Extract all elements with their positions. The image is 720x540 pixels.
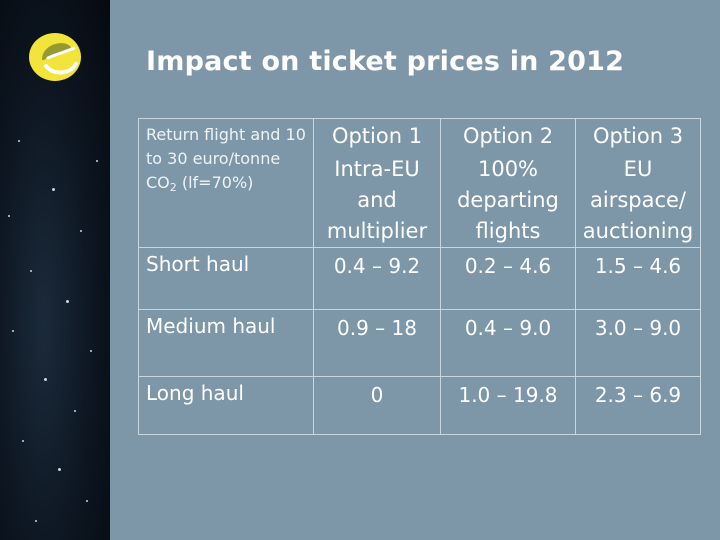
page-title: Impact on ticket prices in 2012: [146, 46, 625, 77]
table-cell: 0.4 – 9.2: [313, 247, 441, 310]
option-3-header: Option 3 EU airspace/ auctioning: [575, 118, 701, 248]
option-desc-line: Intra-EU: [334, 157, 420, 181]
row-label: Short haul: [138, 247, 314, 310]
option-name: Option 2: [462, 124, 554, 148]
option-2-header: Option 2 100% departing flights: [440, 118, 576, 248]
header-label-co2: CO: [146, 173, 170, 192]
option-desc-line: departing: [457, 188, 559, 212]
option-desc-line: EU: [623, 157, 653, 181]
option-name: Option 1: [331, 124, 423, 148]
header-label-subscript: 2: [169, 181, 177, 194]
row-label: Long haul: [138, 376, 314, 435]
header-label-tail: (lf=70%): [176, 173, 254, 192]
option-desc-line: airspace/: [589, 188, 687, 212]
table-row-short-haul: Short haul 0.4 – 9.2 0.2 – 4.6 1.5 – 4.6: [138, 247, 701, 310]
header-label-cell: Return flight and 10 to 30 euro/tonne CO…: [138, 118, 314, 248]
table-cell: 0.4 – 9.0: [440, 309, 576, 377]
table-cell: 0.9 – 18: [313, 309, 441, 377]
option-1-header: Option 1 Intra-EU and multiplier: [313, 118, 441, 248]
table-cell: 1.0 – 19.8: [440, 376, 576, 435]
table-cell: 0: [313, 376, 441, 435]
header-label-text: Return flight and 10 to 30 euro/tonne: [146, 125, 306, 168]
europe-e-logo-icon: [29, 33, 81, 81]
ticket-price-table: Return flight and 10 to 30 euro/tonne CO…: [138, 118, 701, 435]
table-row-long-haul: Long haul 0 1.0 – 19.8 2.3 – 6.9: [138, 376, 701, 435]
table-cell: 0.2 – 4.6: [440, 247, 576, 310]
option-desc-line: flights: [475, 219, 541, 243]
option-desc-line: multiplier: [326, 219, 428, 243]
table-cell: 1.5 – 4.6: [575, 247, 701, 310]
table-header-row: Return flight and 10 to 30 euro/tonne CO…: [138, 118, 701, 248]
night-lights-side-image: [0, 0, 110, 540]
option-desc-line: 100%: [477, 157, 539, 181]
option-desc-line: and: [357, 188, 397, 212]
table-row-medium-haul: Medium haul 0.9 – 18 0.4 – 9.0 3.0 – 9.0: [138, 309, 701, 377]
option-name: Option 3: [592, 124, 684, 148]
option-desc-line: auctioning: [582, 219, 694, 243]
row-label: Medium haul: [138, 309, 314, 377]
table-cell: 2.3 – 6.9: [575, 376, 701, 435]
table-cell: 3.0 – 9.0: [575, 309, 701, 377]
